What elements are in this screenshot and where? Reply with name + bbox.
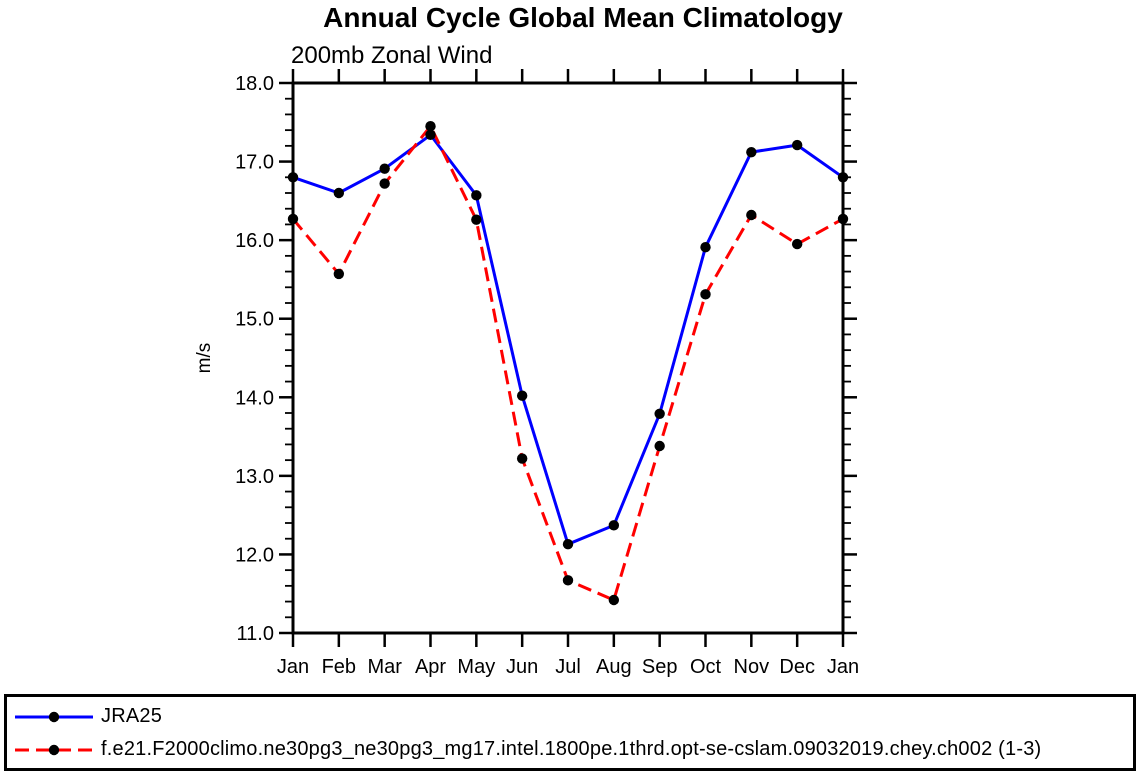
x-tick-label: Apr — [415, 656, 446, 678]
x-tick-label: Jul — [555, 656, 581, 678]
data-point-marker — [746, 209, 757, 221]
legend-marker — [48, 711, 60, 722]
data-point-marker — [471, 190, 482, 201]
data-point-marker — [791, 238, 803, 250]
x-tick-label: Jan — [827, 656, 859, 678]
y-tick-label: 17.0 — [235, 152, 274, 174]
y-tick-label: 15.0 — [235, 309, 274, 331]
x-tick-label: Jan — [277, 656, 309, 678]
x-tick-label: Aug — [596, 656, 632, 678]
legend-marker — [48, 744, 60, 755]
x-tick-label: Sep — [642, 656, 678, 678]
data-point-marker — [287, 172, 299, 183]
legend-box: JRA25 f.e21.F2000climo.ne30pg3_ne30pg3_mg… — [4, 694, 1136, 771]
data-point-marker — [425, 129, 436, 141]
chart-subtitle: 200mb Zonal Wind — [291, 42, 493, 69]
series-line-0 — [292, 132, 844, 547]
data-point-marker — [654, 408, 665, 419]
data-point-marker — [425, 121, 436, 132]
data-point-marker — [379, 178, 390, 189]
y-tick-label: 18.0 — [235, 73, 274, 95]
legend-label: f.e21.F2000climo.ne30pg3_ne30pg3_mg17.in… — [101, 738, 1042, 760]
data-point-marker — [287, 213, 299, 225]
data-point-marker — [562, 575, 574, 586]
chart-title: Annual Cycle Global Mean Climatology — [323, 2, 843, 33]
data-point-marker — [379, 163, 390, 174]
x-tick-label: May — [457, 656, 495, 678]
x-tick-label: Feb — [322, 656, 356, 678]
x-tick-label: Oct — [690, 656, 722, 678]
plot-area: 11.0 12.0 13.0 14.0 15.0 16.0 17.0 18.0 Jan Feb Ma… — [235, 69, 859, 678]
data-point-marker — [608, 520, 620, 531]
x-tick-label: Nov — [734, 656, 770, 678]
data-point-marker — [700, 289, 711, 300]
data-point-marker — [562, 539, 574, 550]
legend-row: f.e21.F2000climo.ne30pg3_ne30pg3_mg17.in… — [13, 733, 1133, 766]
data-point-marker — [746, 146, 757, 158]
data-point-marker — [333, 268, 345, 280]
data-point-marker — [333, 187, 345, 199]
legend-row: JRA25 — [13, 700, 1133, 733]
data-point-marker — [837, 213, 849, 225]
data-point-marker — [837, 172, 849, 183]
legend-line-sample — [15, 711, 93, 722]
data-point-marker — [791, 139, 803, 151]
data-point-marker — [608, 594, 620, 606]
y-tick-label: 11.0 — [237, 623, 274, 645]
y-tick-label: 14.0 — [235, 387, 274, 409]
x-tick-label: Jun — [506, 656, 538, 678]
x-tick-label: Mar — [367, 656, 402, 678]
x-tick-label: Dec — [779, 656, 815, 678]
legend-label: JRA25 — [101, 705, 163, 727]
y-tick-label: 16.0 — [235, 230, 274, 252]
data-point-marker — [654, 440, 665, 452]
data-point-marker — [471, 214, 482, 225]
series-line-1 — [291, 123, 844, 603]
data-point-marker — [516, 453, 528, 464]
data-point-marker — [516, 390, 528, 401]
legend-line-sample — [15, 744, 93, 755]
data-point-marker — [700, 242, 711, 253]
plot-box — [291, 81, 845, 635]
y-tick-label: 12.0 — [235, 544, 274, 566]
y-tick-label: 13.0 — [235, 466, 274, 488]
